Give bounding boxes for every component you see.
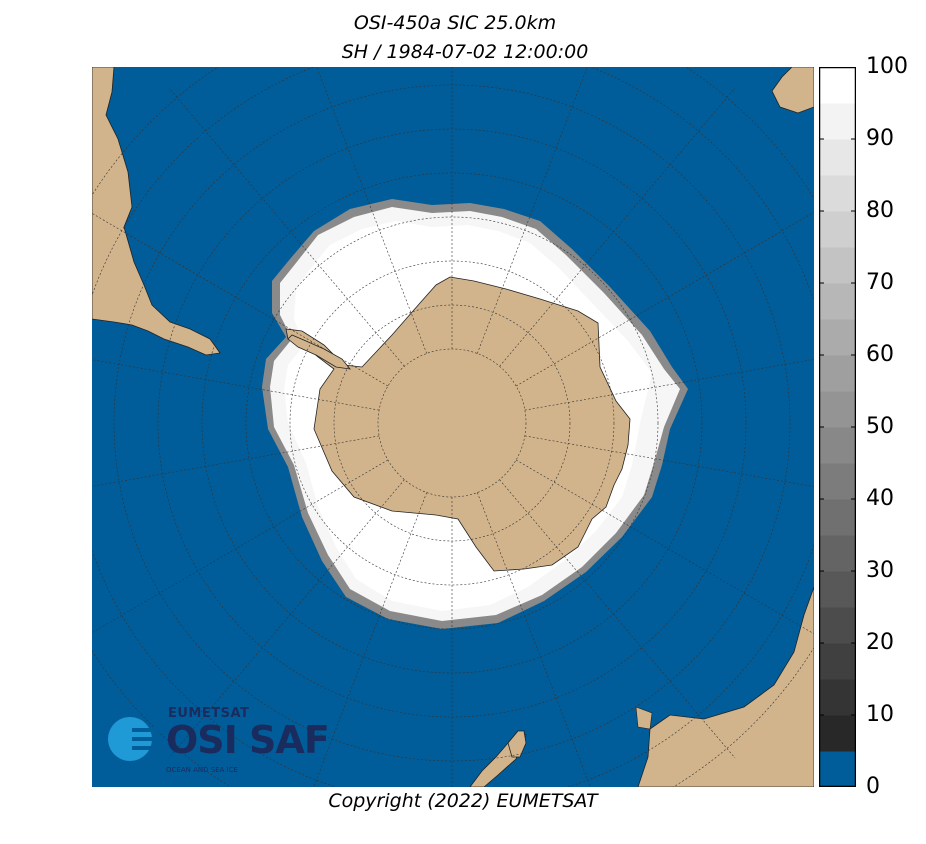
colorbar-tick-label: 40: [866, 486, 894, 511]
colorbar-step: [819, 607, 856, 644]
colorbar-tick-label: 80: [866, 198, 894, 223]
map-subtitle: SH / 1984-07-02 12:00:00: [341, 41, 589, 63]
south-america-land: [92, 67, 221, 356]
colorbar-tick-label: 10: [866, 702, 894, 727]
colorbar-step: [819, 571, 856, 608]
sea-ice-map: [92, 67, 814, 787]
colorbar-step: [819, 751, 856, 787]
meridians: [92, 67, 814, 787]
colorbar-step: [819, 175, 856, 212]
colorbar-tick-label: 50: [866, 414, 894, 439]
colorbar-step: [819, 139, 856, 176]
colorbar-step: [819, 463, 856, 500]
logo-name: OSI SAF: [166, 718, 330, 762]
copyright-text: Copyright (2022) EUMETSAT: [328, 790, 598, 812]
colorbar: [819, 67, 856, 787]
colorbar-tick-label: 20: [866, 630, 894, 655]
colorbar-step: [819, 427, 856, 464]
colorbar-step: [819, 499, 856, 536]
colorbar-step: [819, 643, 856, 680]
colorbar-step: [819, 715, 856, 752]
antarctic-peninsula: [287, 334, 351, 370]
osisaf-logo-icon: [108, 717, 160, 761]
colorbar-step: [819, 535, 856, 572]
colorbar-step: [819, 283, 856, 320]
logo-subtitle: OCEAN AND SEA ICE: [166, 766, 238, 774]
australia-land: [637, 586, 814, 787]
colorbar-step: [819, 319, 856, 356]
antarctica-land: [285, 276, 631, 572]
australia-islet: [635, 706, 653, 730]
africa-land: [771, 67, 814, 114]
colorbar-step: [819, 103, 856, 140]
colorbar-tick-label: 100: [866, 54, 908, 79]
colorbar-step: [819, 679, 856, 716]
colorbar-tick-label: 30: [866, 558, 894, 583]
colorbar-step: [819, 355, 856, 392]
colorbar-tick-label: 90: [866, 126, 894, 151]
colorbar-tick-label: 60: [866, 342, 894, 367]
colorbar-tick-label: 70: [866, 270, 894, 295]
colorbar-step: [819, 211, 856, 248]
colorbar-step: [819, 391, 856, 428]
colorbar-step: [819, 67, 856, 104]
colorbar-tick-label: 0: [866, 774, 880, 799]
new-zealand-north-island: [507, 730, 527, 758]
logo-organization: EUMETSAT: [168, 706, 250, 721]
colorbar-step: [819, 247, 856, 284]
map-title: OSI-450a SIC 25.0km: [353, 12, 557, 34]
